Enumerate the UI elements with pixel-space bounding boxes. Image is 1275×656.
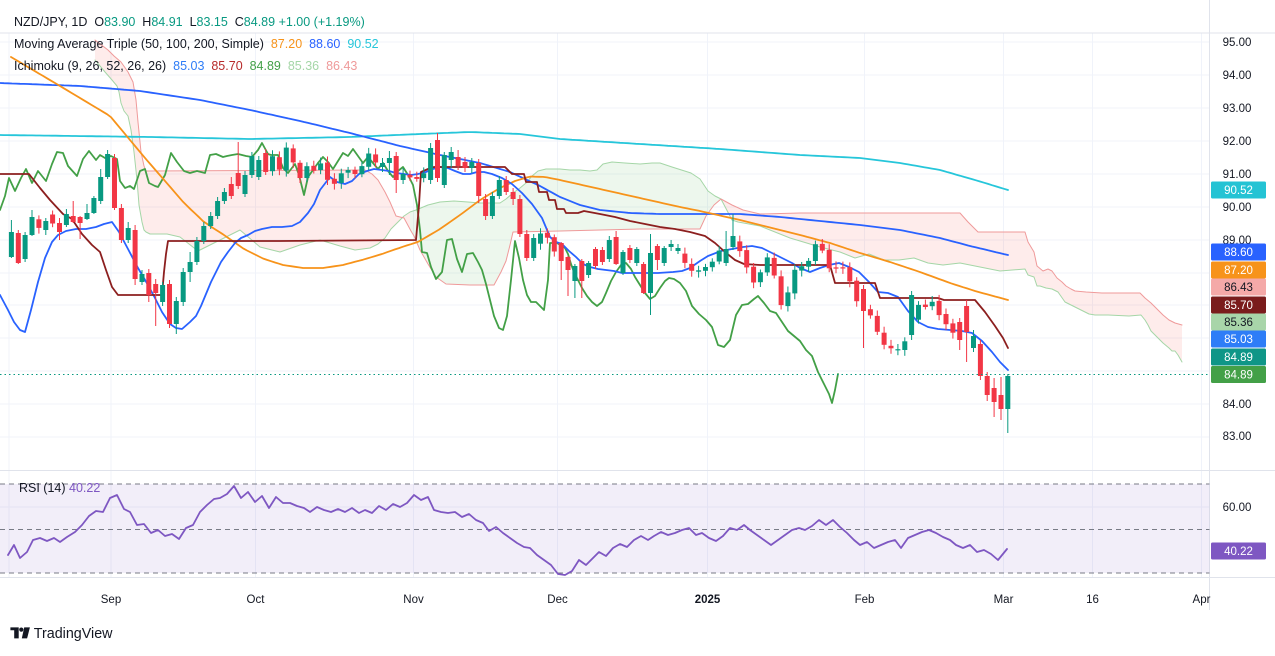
svg-text:Oct: Oct [247, 594, 266, 606]
svg-text:Sep: Sep [101, 594, 121, 606]
svg-text:Nov: Nov [403, 594, 424, 606]
svg-text:84.00: 84.00 [1223, 399, 1252, 411]
svg-text:Ichimoku (9, 26, 52, 26, 26): Ichimoku (9, 26, 52, 26, 26) 85.03 85.70… [14, 59, 357, 73]
svg-text:95.00: 95.00 [1223, 37, 1252, 49]
svg-text:87.20: 87.20 [1224, 265, 1253, 277]
svg-text:90.52: 90.52 [1224, 185, 1253, 197]
svg-text:60.00: 60.00 [1223, 502, 1252, 514]
svg-text:2025: 2025 [695, 594, 721, 606]
svg-text:84.89: 84.89 [1224, 370, 1253, 382]
svg-text:88.60: 88.60 [1224, 247, 1253, 259]
svg-text:84.89: 84.89 [1224, 352, 1253, 364]
svg-text:83.00: 83.00 [1223, 431, 1252, 443]
svg-text:RSI (14) 40.22: RSI (14) 40.22 [19, 481, 100, 495]
svg-text:93.00: 93.00 [1223, 103, 1252, 115]
svg-text:86.43: 86.43 [1224, 282, 1253, 294]
svg-text:Mar: Mar [994, 594, 1014, 606]
svg-text:Apr: Apr [1193, 594, 1211, 606]
svg-text:16: 16 [1086, 594, 1099, 606]
svg-text:91.00: 91.00 [1223, 169, 1252, 181]
svg-text:40.22: 40.22 [1224, 546, 1253, 558]
svg-text:85.03: 85.03 [1224, 334, 1253, 346]
svg-text:Dec: Dec [547, 594, 568, 606]
svg-text:Feb: Feb [855, 594, 875, 606]
svg-text:85.70: 85.70 [1224, 300, 1253, 312]
svg-text:NZD/JPY, 1D O83.90 H84.91 L: NZD/JPY, 1D O83.90 H84.91 L83.15 C84.89 … [14, 15, 365, 29]
svg-text:92.00: 92.00 [1223, 136, 1252, 148]
svg-text:Moving Average Triple (50, 100: Moving Average Triple (50, 100, 200, Sim… [14, 37, 379, 51]
svg-text:TradingView: TradingView [34, 626, 113, 642]
svg-text:85.36: 85.36 [1224, 317, 1253, 329]
svg-text:90.00: 90.00 [1223, 202, 1252, 214]
svg-text:94.00: 94.00 [1223, 70, 1252, 82]
